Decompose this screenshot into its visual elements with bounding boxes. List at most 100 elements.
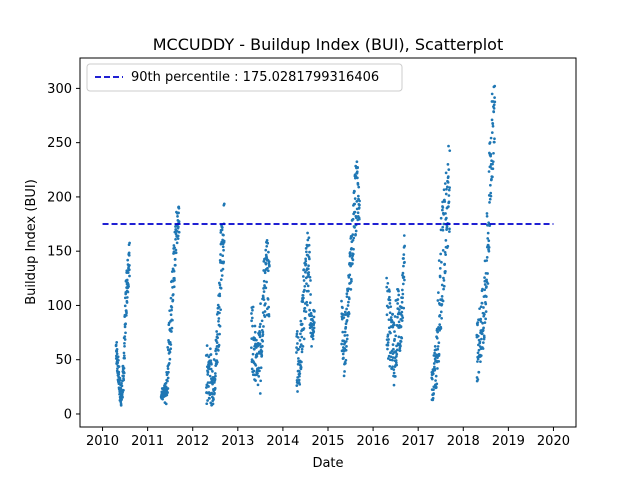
data-point — [311, 319, 315, 322]
data-point — [168, 341, 172, 344]
data-point — [171, 318, 174, 322]
data-point — [218, 332, 221, 336]
data-point — [264, 248, 268, 252]
data-point — [352, 247, 355, 251]
data-point — [432, 392, 435, 395]
data-point — [483, 313, 486, 316]
data-point — [492, 110, 496, 114]
data-point — [304, 259, 308, 263]
data-point — [126, 271, 130, 275]
data-point — [208, 374, 212, 378]
data-point — [392, 321, 395, 325]
data-point — [173, 246, 176, 250]
data-point — [342, 374, 346, 378]
data-point — [222, 202, 226, 206]
data-point — [298, 374, 301, 378]
data-point — [397, 308, 401, 311]
data-point — [391, 356, 395, 359]
data-point — [483, 288, 487, 292]
x-tick-label: 2013 — [221, 434, 254, 449]
data-point — [486, 237, 490, 240]
data-point — [388, 311, 392, 315]
data-point — [487, 246, 491, 249]
data-point — [262, 259, 266, 263]
data-point — [356, 165, 359, 169]
data-point — [258, 331, 262, 335]
data-point — [392, 383, 396, 387]
data-point — [489, 165, 492, 168]
x-tick-label: 2020 — [537, 434, 570, 449]
data-point — [261, 344, 264, 348]
data-point — [356, 211, 360, 215]
data-point — [310, 325, 314, 329]
data-point — [351, 252, 355, 256]
data-point — [392, 347, 395, 351]
data-point — [296, 336, 300, 339]
data-point — [436, 299, 440, 302]
data-point — [116, 355, 120, 359]
data-point — [347, 276, 351, 279]
data-point — [401, 282, 405, 286]
data-point — [265, 238, 269, 242]
data-point — [114, 343, 118, 347]
data-point — [345, 345, 348, 348]
data-point — [441, 228, 445, 232]
data-point — [485, 212, 489, 215]
data-point — [400, 310, 404, 314]
data-point — [447, 188, 451, 192]
data-point — [115, 347, 119, 351]
data-point — [266, 241, 270, 245]
data-point — [347, 300, 350, 304]
data-point — [489, 153, 493, 156]
y-tick-label: 300 — [47, 82, 72, 97]
data-point — [388, 358, 392, 362]
data-point — [173, 263, 177, 267]
data-point — [482, 326, 485, 330]
data-point — [433, 365, 436, 369]
data-point — [357, 185, 361, 189]
data-point — [215, 330, 219, 333]
data-point — [259, 379, 263, 383]
data-point — [216, 360, 219, 364]
data-point — [391, 365, 394, 369]
data-point — [118, 378, 122, 382]
data-point — [356, 183, 360, 186]
data-point — [342, 356, 345, 360]
data-point — [444, 269, 447, 273]
data-point — [170, 330, 173, 333]
data-point — [266, 266, 269, 270]
data-point — [388, 302, 392, 305]
data-point — [169, 313, 173, 317]
data-point — [309, 279, 312, 282]
data-point — [476, 360, 479, 363]
x-tick-label: 2019 — [492, 434, 525, 449]
data-point — [443, 262, 447, 266]
data-point — [168, 357, 172, 361]
data-point — [480, 337, 483, 341]
data-point — [295, 378, 299, 382]
data-point — [353, 197, 357, 200]
data-point — [258, 392, 262, 395]
data-point — [439, 252, 443, 256]
data-point — [479, 305, 483, 309]
data-point — [448, 149, 452, 153]
data-point — [302, 337, 306, 341]
data-point — [481, 321, 484, 325]
data-point — [258, 335, 262, 339]
data-point — [310, 314, 314, 317]
data-point — [306, 267, 310, 271]
x-tick-label: 2014 — [266, 434, 299, 449]
data-point — [222, 260, 226, 264]
data-point — [262, 298, 266, 301]
data-point — [164, 402, 168, 406]
data-point — [169, 347, 173, 351]
data-point — [448, 227, 451, 231]
data-point — [403, 278, 406, 282]
data-point — [341, 306, 344, 310]
legend-label: 90th percentile : 175.0281799316406 — [131, 70, 379, 85]
data-point — [161, 397, 164, 401]
data-point — [389, 305, 393, 309]
data-point — [353, 210, 357, 214]
data-point — [170, 326, 174, 330]
data-point — [119, 400, 123, 404]
